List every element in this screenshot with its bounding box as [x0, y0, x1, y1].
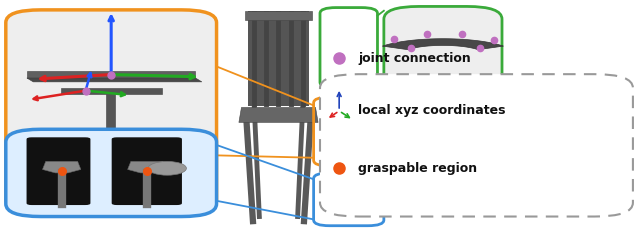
Text: local xyz coordinates: local xyz coordinates: [358, 104, 506, 117]
Polygon shape: [245, 11, 312, 20]
FancyBboxPatch shape: [6, 10, 216, 212]
Polygon shape: [383, 39, 503, 50]
Polygon shape: [239, 107, 318, 122]
Polygon shape: [61, 88, 162, 94]
Text: graspable region: graspable region: [358, 162, 477, 175]
FancyBboxPatch shape: [320, 74, 633, 216]
FancyBboxPatch shape: [10, 11, 212, 211]
Text: joint connection: joint connection: [358, 52, 471, 65]
FancyBboxPatch shape: [384, 6, 502, 93]
Polygon shape: [127, 161, 166, 173]
Polygon shape: [27, 78, 202, 82]
Circle shape: [148, 161, 186, 175]
Polygon shape: [27, 71, 195, 78]
FancyBboxPatch shape: [26, 137, 90, 205]
Polygon shape: [42, 161, 81, 173]
FancyBboxPatch shape: [6, 129, 216, 216]
FancyBboxPatch shape: [112, 137, 182, 205]
Polygon shape: [248, 11, 309, 106]
